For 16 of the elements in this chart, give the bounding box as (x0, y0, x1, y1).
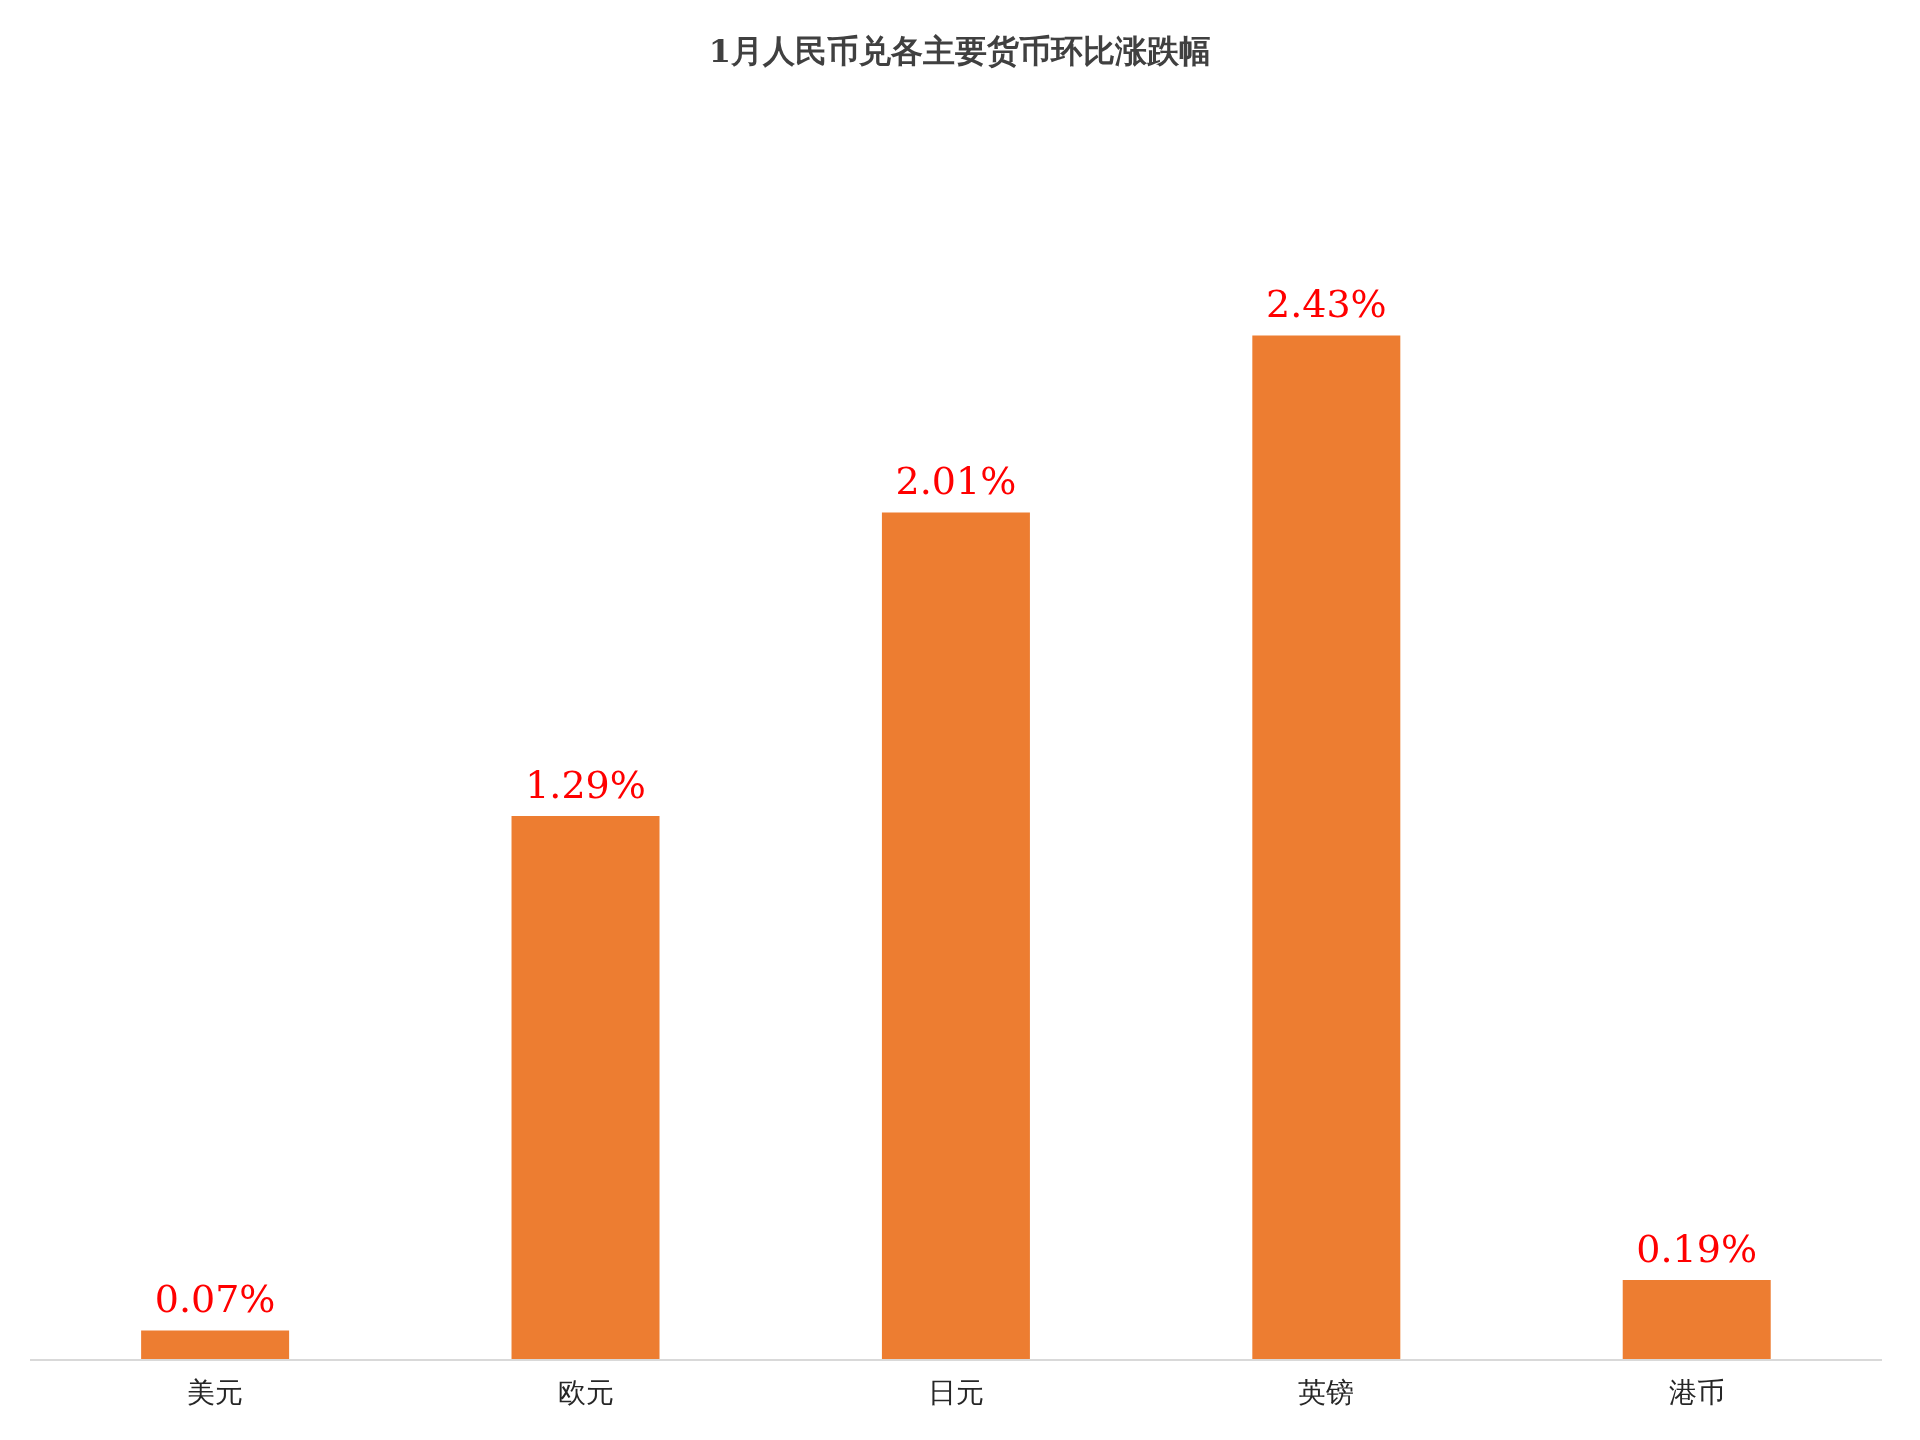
chart-title: 1月人民币兑各主要货币环比涨跌幅 (707, 31, 1213, 72)
x-tick-label: 英镑 (1298, 1375, 1355, 1409)
x-tick-label: 美元 (187, 1375, 244, 1409)
data-label: 1.29% (525, 763, 646, 808)
bar (141, 1330, 290, 1360)
x-tick-label: 日元 (928, 1375, 984, 1409)
x-tick-label: 欧元 (557, 1375, 614, 1409)
data-label: 0.07% (154, 1277, 276, 1322)
bar (1252, 335, 1401, 1360)
data-label: 2.43% (1265, 282, 1387, 327)
bar (1622, 1279, 1771, 1360)
data-label: 2.01% (895, 459, 1017, 504)
data-label: 0.19% (1636, 1226, 1758, 1271)
bar (511, 816, 660, 1360)
bar (881, 512, 1030, 1360)
x-tick-label: 港币 (1668, 1375, 1725, 1409)
